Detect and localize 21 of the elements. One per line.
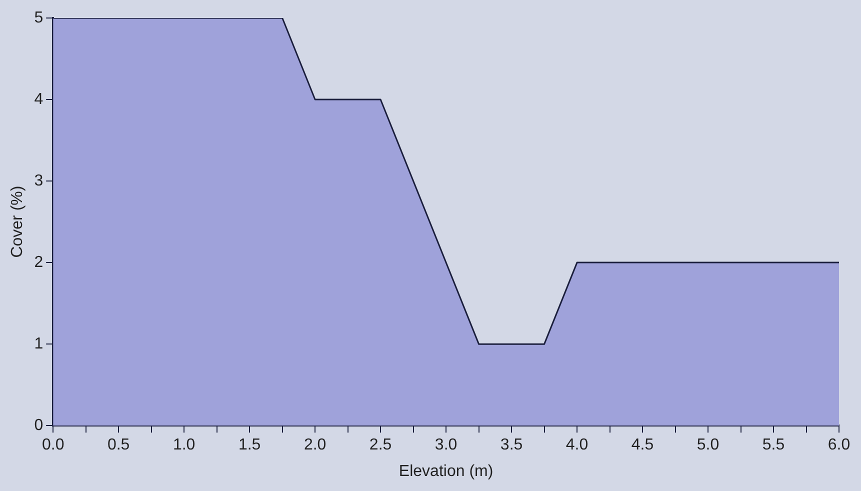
x-tick-label: 0.5 <box>107 436 130 454</box>
y-tick-label: 5 <box>34 9 44 26</box>
x-tick-label: 2.0 <box>304 436 326 454</box>
x-tick-label: 1.5 <box>238 436 261 454</box>
x-tick-label: 1.0 <box>172 436 196 454</box>
x-tick-label: 5.0 <box>696 436 720 454</box>
y-tick-label: 1 <box>34 335 44 352</box>
x-tick-label: 3.0 <box>434 436 458 454</box>
x-tick-label: 0.0 <box>42 436 64 454</box>
y-tick-label: 0 <box>34 417 44 434</box>
x-tick-label: 5.5 <box>762 436 785 454</box>
x-axis-title: Elevation (m) <box>398 462 494 480</box>
x-tick-label: 6.0 <box>828 436 850 454</box>
x-tick-label: 4.5 <box>631 436 654 454</box>
x-tick-label: 2.5 <box>369 436 392 454</box>
x-tick-label: 3.5 <box>500 436 523 454</box>
y-axis-title: Cover (%) <box>9 186 26 258</box>
y-tick-label: 4 <box>34 90 44 108</box>
y-tick-label: 3 <box>34 172 44 190</box>
y-tick-label: 2 <box>34 254 44 271</box>
x-tick-label: 4.0 <box>566 436 588 454</box>
